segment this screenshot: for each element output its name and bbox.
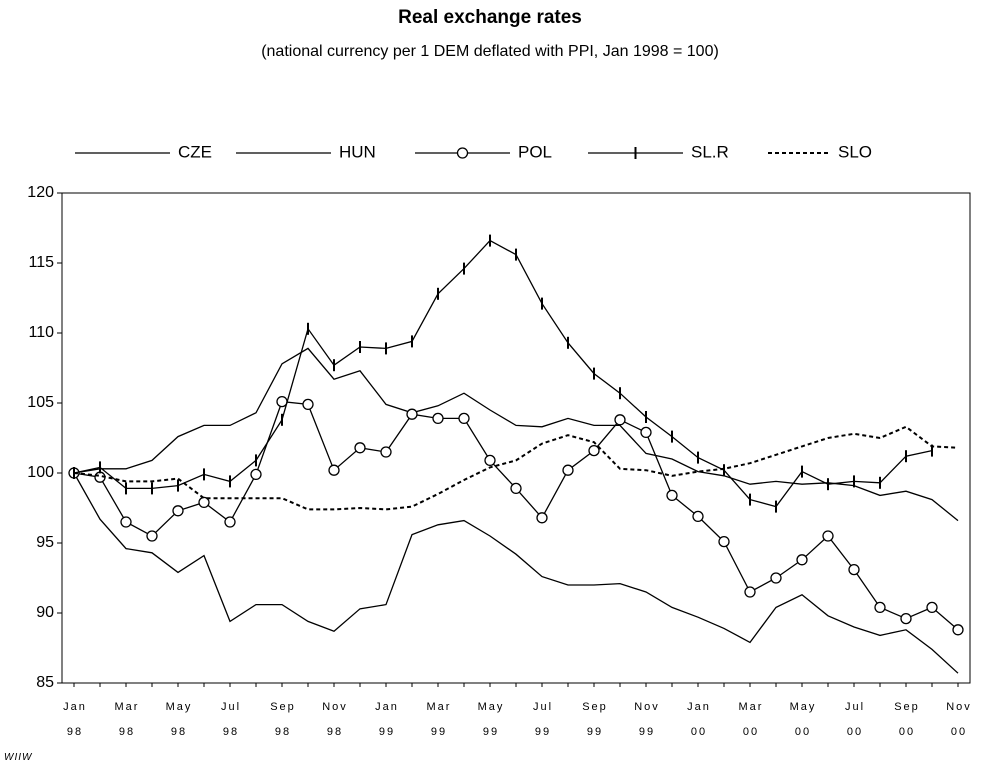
point: [666, 489, 678, 502]
y-tick-label: 90: [36, 604, 54, 621]
point: [796, 554, 808, 566]
x-tick-label: Jul 98: [220, 701, 242, 738]
series-line: [73, 425, 959, 511]
point: [588, 444, 600, 457]
point: [848, 563, 860, 576]
x-tick-label: May 00: [789, 701, 817, 738]
point: [744, 586, 756, 598]
y-tick-label: 110: [28, 324, 54, 341]
y-tick-label: 100: [27, 464, 54, 481]
x-tick-label: Nov 99: [634, 701, 660, 738]
point: [822, 530, 834, 542]
point: [770, 572, 782, 584]
point: [276, 395, 288, 408]
chart-title: Real exchange rates: [398, 7, 582, 28]
point: [874, 601, 886, 614]
point: [250, 468, 262, 481]
point: [380, 446, 392, 458]
legend-label: POL: [518, 142, 552, 161]
point: [172, 505, 184, 517]
x-tick-label: Jul 99: [532, 701, 554, 738]
plot-frame: [61, 192, 971, 684]
x-tick-label: Nov 00: [946, 701, 972, 738]
x-tick-label: Mar 98: [114, 701, 140, 738]
y-tick-label: 85: [36, 674, 54, 691]
x-tick-label: Jul 00: [844, 701, 866, 738]
y-tick-label: 95: [36, 534, 54, 551]
x-tick-label: Sep 99: [582, 701, 608, 738]
series-line: [73, 347, 959, 522]
chart-subtitle: (national currency per 1 DEM deflated wi…: [261, 43, 719, 60]
legend-marker: [456, 147, 469, 159]
point: [484, 454, 496, 467]
source-note: WIIW: [4, 752, 33, 763]
point: [146, 530, 158, 542]
point: [432, 412, 444, 425]
point: [900, 612, 912, 625]
x-tick-label: Sep 00: [894, 701, 920, 738]
x-tick-label: Mar 99: [426, 701, 452, 738]
x-tick-label: Jan 00: [687, 701, 711, 738]
y-tick-label: 105: [27, 394, 54, 411]
point: [640, 426, 652, 439]
series-line: [73, 400, 959, 631]
point: [614, 414, 626, 426]
point: [458, 412, 470, 425]
point: [120, 516, 132, 528]
point: [562, 464, 574, 476]
x-tick-label: Sep 98: [270, 701, 296, 738]
point: [224, 516, 236, 528]
point: [328, 464, 340, 476]
point: [536, 512, 548, 524]
point: [926, 601, 938, 614]
y-tick-label: 120: [27, 184, 54, 201]
point: [302, 398, 314, 411]
x-tick-label: May 99: [477, 701, 505, 738]
point: [692, 510, 704, 523]
legend-label: HUN: [339, 142, 376, 161]
legend-label: CZE: [178, 142, 212, 161]
legend-label: SL.R: [691, 142, 729, 161]
series-line: [73, 239, 933, 508]
point: [718, 535, 730, 548]
x-tick-label: Jan 99: [375, 701, 399, 738]
point: [952, 624, 964, 636]
x-tick-label: Nov 98: [322, 701, 348, 738]
x-tick-label: Mar 00: [738, 701, 764, 738]
point: [510, 482, 522, 495]
series-line: [73, 472, 959, 674]
legend-label: SLO: [838, 142, 872, 161]
y-tick-label: 115: [28, 254, 54, 271]
point: [406, 408, 418, 420]
x-tick-label: Jan 98: [63, 701, 87, 738]
x-tick-label: May 98: [165, 701, 193, 738]
point: [354, 442, 366, 454]
